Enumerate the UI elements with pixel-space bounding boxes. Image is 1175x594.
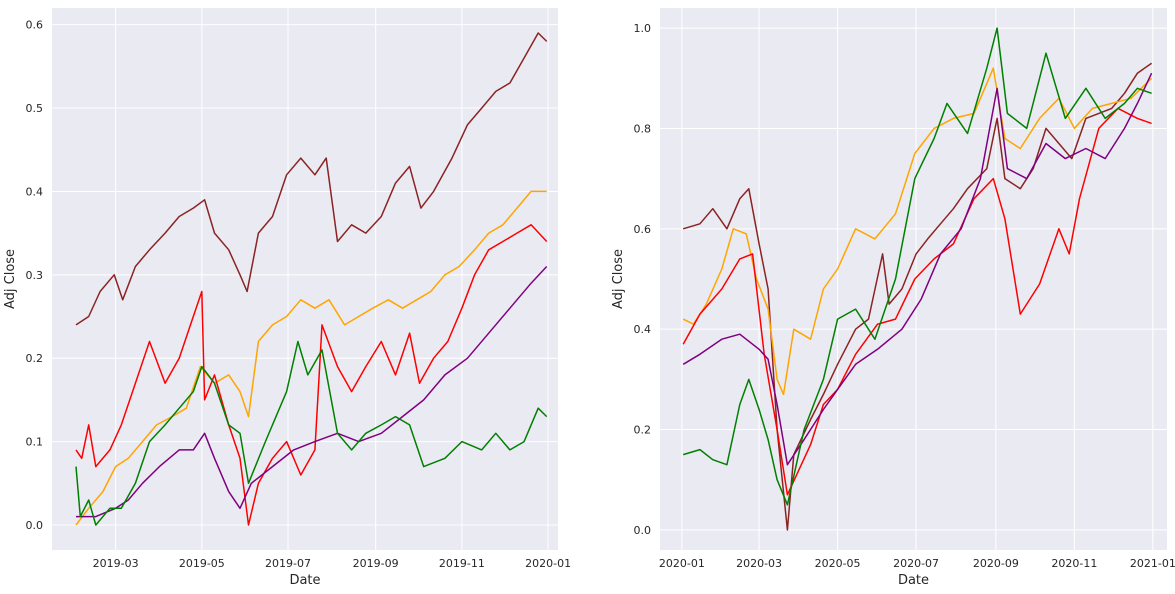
series-line-5 xyxy=(75,340,548,526)
y-tick-label: 0.4 xyxy=(26,185,44,198)
right-chart: 2020-01 2020-03 2020-05 2020-07 2020-09 2020-… xyxy=(611,8,1175,588)
x-tick-label: 2020-11 xyxy=(1051,557,1097,570)
series-line-2 xyxy=(75,190,547,526)
x-tick-label: 2020-09 xyxy=(973,557,1019,570)
x-tick-label: 2019-05 xyxy=(179,557,225,570)
x-axis-label: Date xyxy=(898,573,929,588)
y-tick-label: 0.3 xyxy=(26,269,44,282)
plot-area xyxy=(660,8,1167,550)
x-axis-label: Date xyxy=(289,573,320,588)
series-line-3 xyxy=(75,224,548,526)
series-line-3 xyxy=(682,107,1152,496)
series-line-4 xyxy=(76,265,548,518)
x-tick-label: 2021-01 xyxy=(1130,557,1175,570)
y-tick-label: 0.5 xyxy=(26,102,44,115)
series-line-1 xyxy=(75,32,548,326)
x-tick-label: 2019-11 xyxy=(439,557,485,570)
y-tick-label: 0.2 xyxy=(26,352,44,365)
x-tick-label: 2020-03 xyxy=(736,557,782,570)
x-tick-label: 2019-09 xyxy=(353,557,399,570)
x-tick-label: 2020-07 xyxy=(893,557,939,570)
x-tick-label: 2020-01 xyxy=(525,557,571,570)
y-tick-label: 0.6 xyxy=(26,19,44,32)
x-tick-label: 2019-03 xyxy=(93,557,139,570)
x-tick-label: 2020-05 xyxy=(815,557,861,570)
y-tick-label: 0.0 xyxy=(634,524,652,537)
y-axis-label: Adj Close xyxy=(3,249,18,309)
x-tick-label: 2019-07 xyxy=(265,557,311,570)
y-tick-label: 0.0 xyxy=(26,519,44,532)
y-tick-label: 0.1 xyxy=(26,436,44,449)
y-tick-label: 0.2 xyxy=(634,424,652,437)
x-tick-label: 2020-01 xyxy=(659,557,705,570)
left-chart: 2019-03 2019-05 2019-07 2019-09 2019-11 2020-… xyxy=(3,8,571,588)
series-line-5 xyxy=(682,27,1152,506)
y-tick-label: 0.4 xyxy=(634,323,652,336)
y-tick-label: 0.6 xyxy=(634,223,652,236)
y-tick-label: 0.8 xyxy=(634,122,652,135)
y-tick-label: 1.0 xyxy=(634,22,652,35)
series-line-4 xyxy=(682,72,1153,466)
y-axis-label: Adj Close xyxy=(611,249,626,309)
